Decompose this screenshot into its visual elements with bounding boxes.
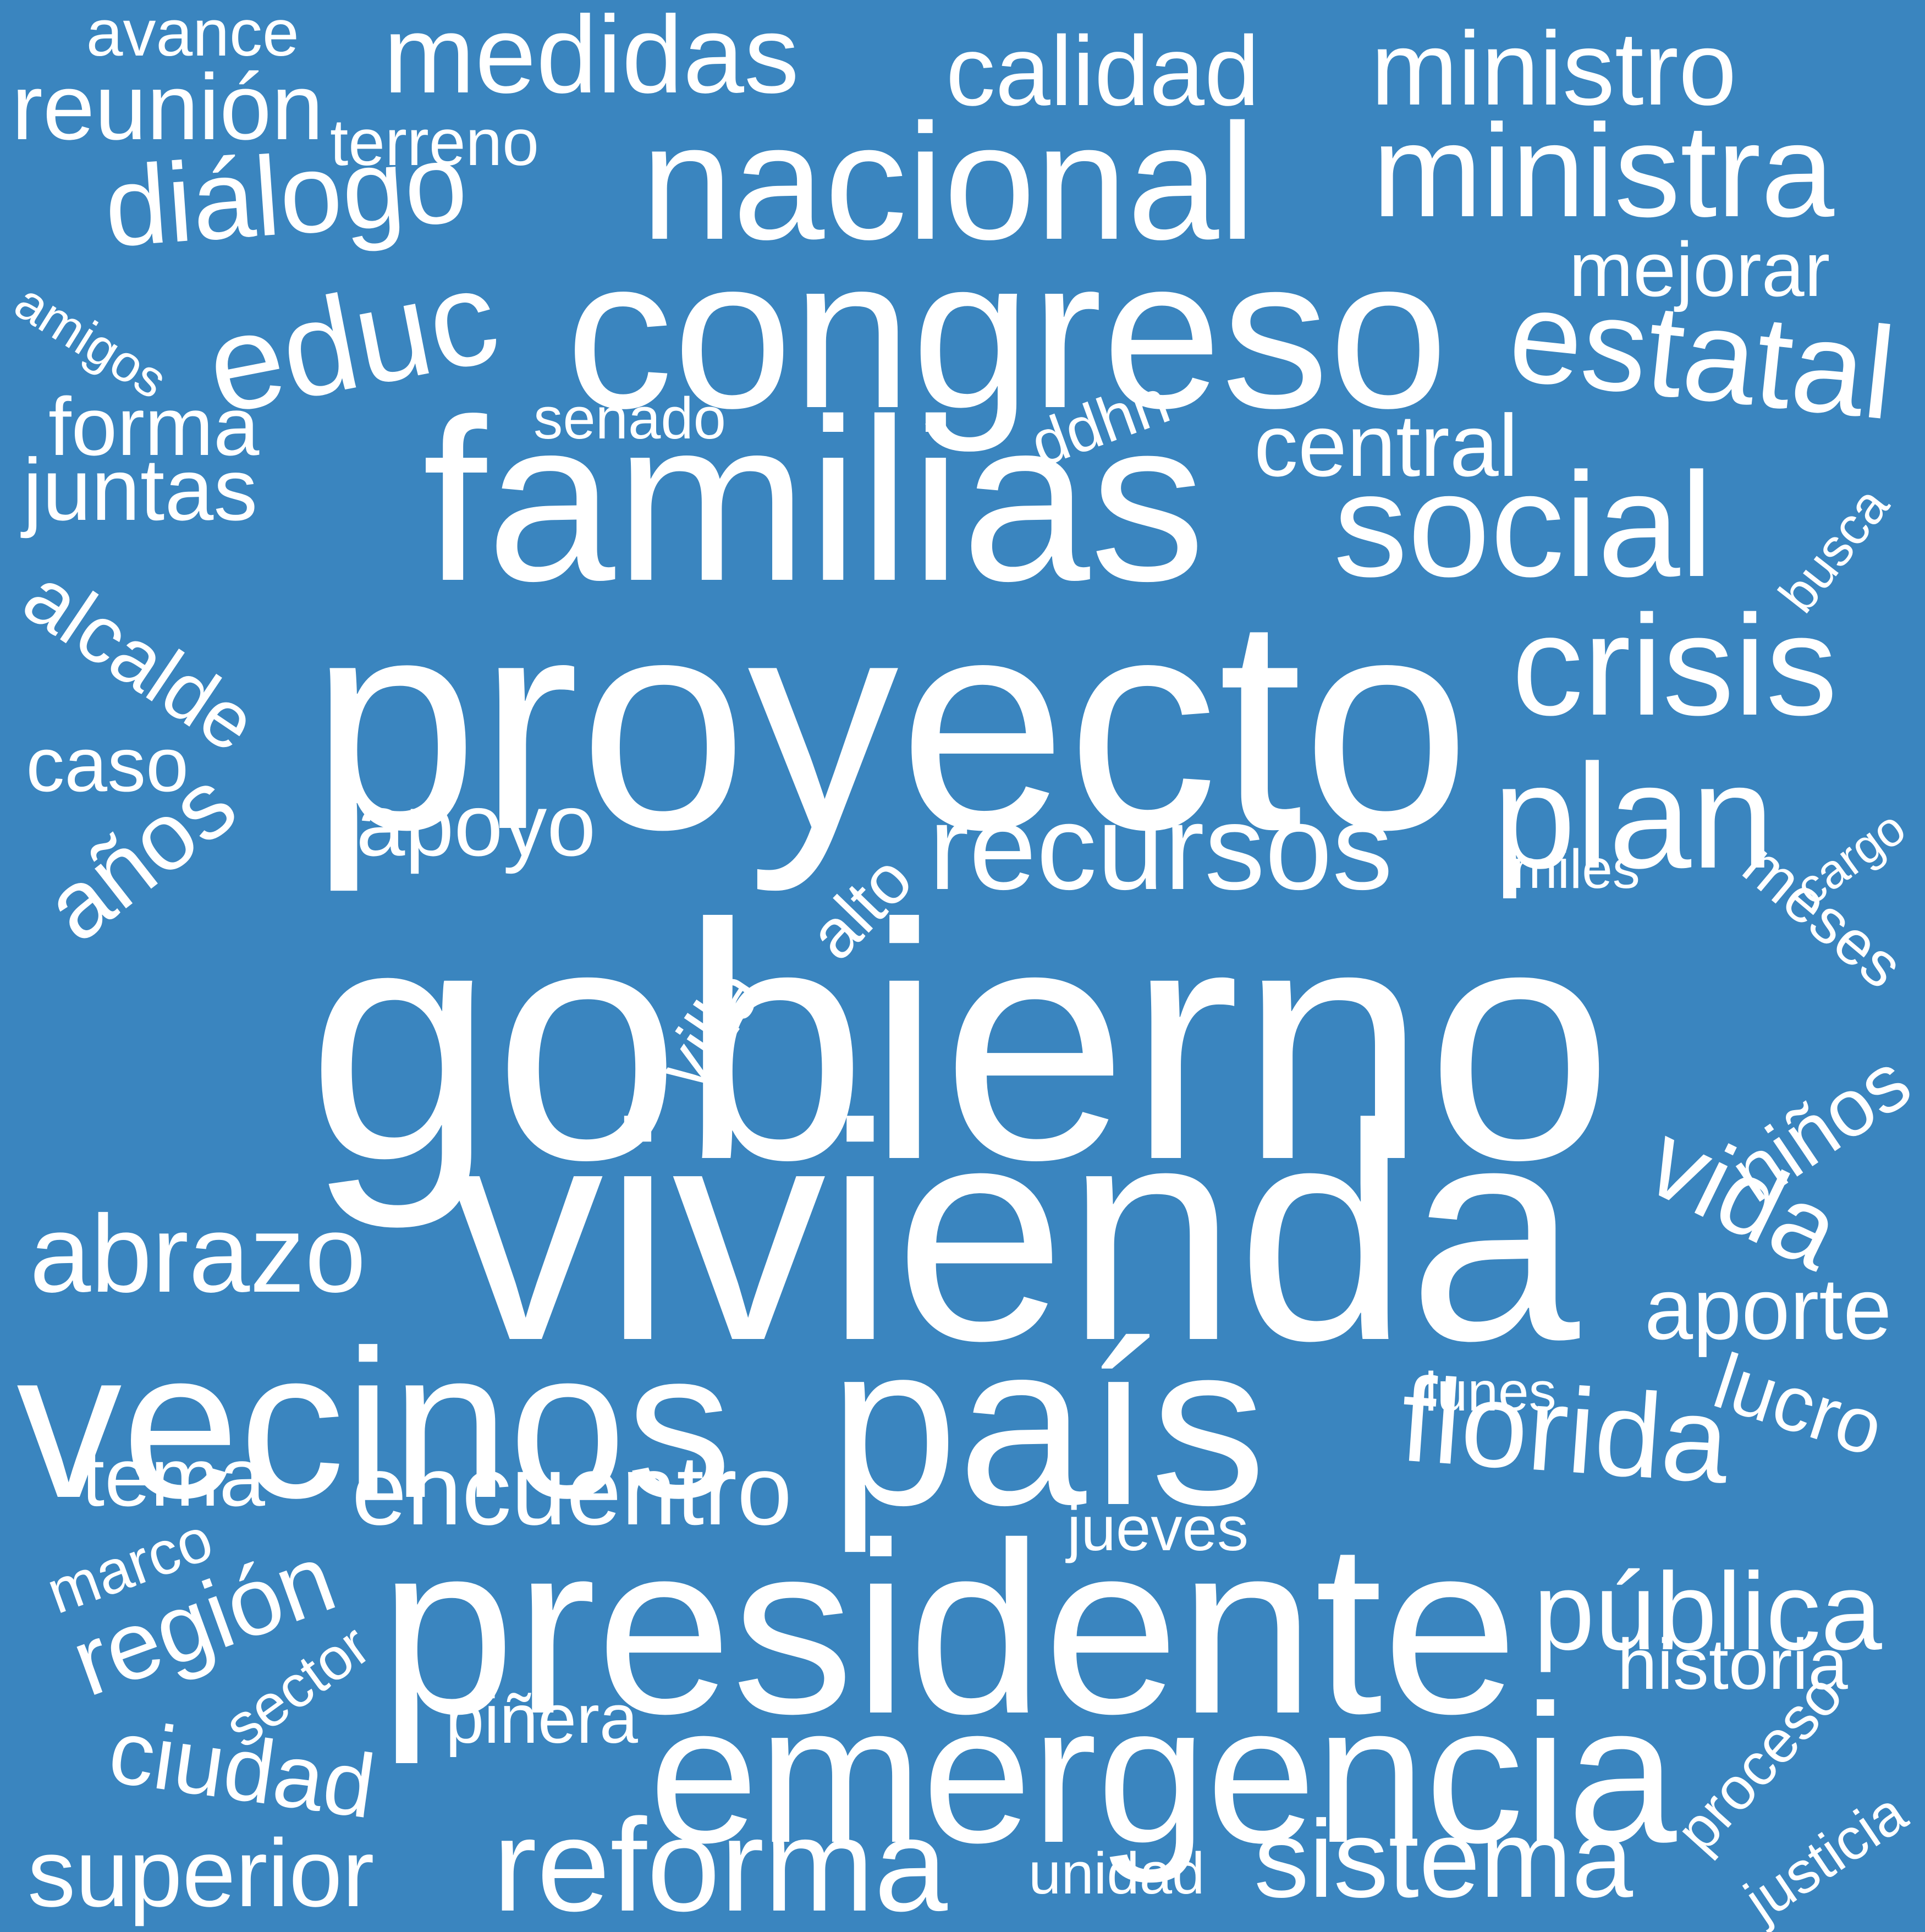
word-unidad: unidad (1028, 1840, 1205, 1906)
word-recursos: recursos (928, 780, 1393, 915)
word-congreso: congreso (565, 213, 1448, 453)
word-aporte: aporte (1645, 1260, 1892, 1358)
word-reforma: reforma (493, 1791, 948, 1932)
word-reunion: reunión (12, 55, 324, 160)
word-central: central (1254, 396, 1519, 495)
word-tema: tema (81, 1431, 265, 1523)
word-juntas: juntas (23, 440, 258, 539)
word-miles: miles (1511, 838, 1640, 900)
word-vivienda: vivienda (449, 1060, 1580, 1404)
word-apoyo: apoyo (356, 776, 596, 874)
word-terreno: terreno (330, 106, 539, 180)
word-gobierno: gobierno (307, 855, 1613, 1230)
word-crisis: crisis (1511, 586, 1838, 745)
word-presidente: presidente (380, 1492, 1519, 1765)
word-proyecto: proyecto (310, 554, 1471, 892)
word-sistema: sistema (1254, 1798, 1634, 1920)
word-senado: senado (534, 385, 727, 451)
word-superior: superior (28, 1819, 375, 1926)
word-calidad: calidad (945, 16, 1260, 127)
word-publica: pública (1533, 1550, 1882, 1673)
word-ministra: ministra (1372, 97, 1835, 244)
word-familias: familias (422, 371, 1206, 629)
word-encuentro: encuentro (351, 1435, 793, 1546)
word-medidas: medidas (383, 0, 799, 116)
word-mejorar: mejorar (1569, 226, 1830, 312)
word-avance: avance (86, 0, 299, 70)
word-lunes: lunes (1425, 1361, 1557, 1423)
word-social: social (1333, 442, 1713, 608)
word-lucro: lucro (1703, 1337, 1894, 1474)
word-pais: país (829, 1296, 1266, 1554)
word-forma: forma (48, 380, 260, 473)
word-emergencia: emergencia (649, 1664, 1677, 1884)
word-caso: caso (26, 721, 189, 808)
word-ministro: ministro (1371, 10, 1737, 127)
word-vecinos: vecinos (16, 1307, 732, 1543)
word-abrazo: abrazo (30, 1193, 366, 1315)
word-pinera: piñera (446, 1680, 638, 1758)
word-plan: plan (1493, 734, 1774, 899)
word-jueves: jueves (1067, 1494, 1249, 1564)
word-nacional: nacional (641, 89, 1256, 274)
word-historia: historia (1617, 1624, 1848, 1704)
